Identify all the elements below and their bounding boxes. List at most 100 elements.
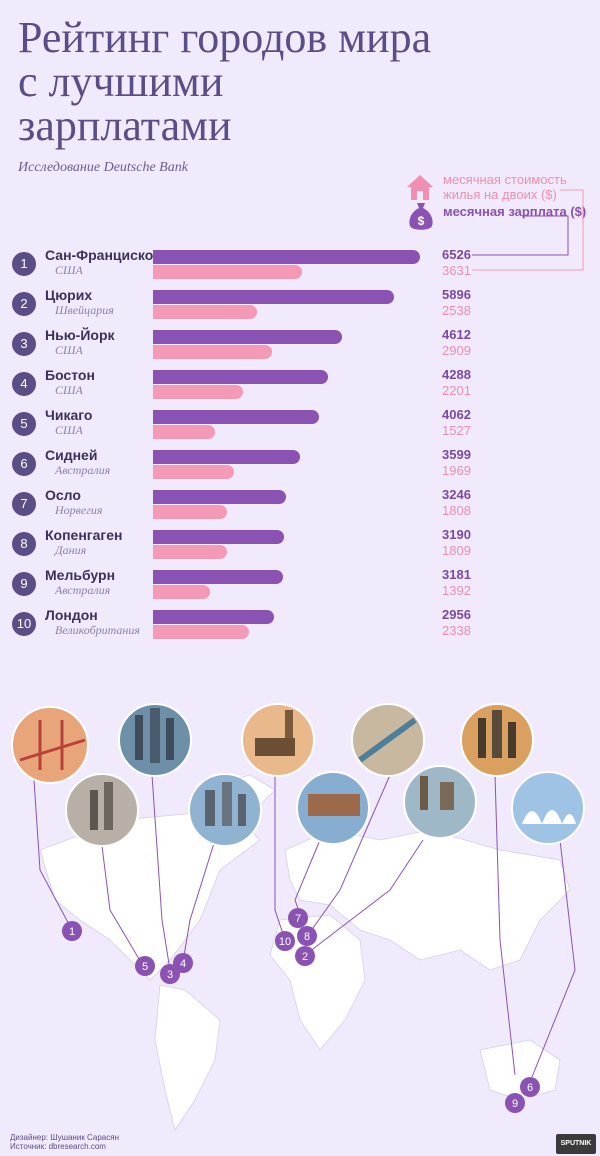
house-icon (407, 175, 433, 200)
salary-bar (153, 410, 319, 424)
rent-value: 3631 (442, 263, 471, 278)
salary-bar (153, 330, 342, 344)
chart-row: 8 Копенгаген Дания 3190 1809 (0, 527, 600, 568)
country-name: США (55, 423, 83, 437)
map-marker-7: 7 (295, 913, 301, 925)
country-name: Дания (55, 543, 87, 557)
svg-text:$: $ (418, 214, 425, 228)
city-name: Мельбурн (45, 567, 116, 583)
rent-bar (153, 625, 249, 639)
salary-value: 5896 (442, 287, 471, 302)
chart-row: 10 Лондон Великобритания 2956 2338 (0, 607, 600, 648)
salary-value: 3599 (442, 447, 471, 462)
rent-value: 2338 (442, 623, 471, 638)
credits-source: Источник: dbresearch.com (10, 1142, 106, 1151)
chart-row: 6 Сидней Австралия 3599 1969 (0, 447, 600, 488)
city-name: Осло (45, 487, 81, 503)
subtitle: Исследование Deutsche Bank (18, 160, 188, 175)
salary-bar (153, 610, 274, 624)
rent-bar (153, 545, 227, 559)
map-marker-4: 4 (180, 958, 186, 970)
rent-value: 1969 (442, 463, 471, 478)
rent-bar (153, 305, 257, 319)
map-marker-5: 5 (142, 961, 148, 973)
chart-row: 7 Осло Норвегия 3246 1808 (0, 487, 600, 528)
country-name: Швейцария (55, 303, 114, 317)
rent-value: 2201 (442, 383, 471, 398)
country-name: Австралия (55, 583, 111, 597)
chart-row: 9 Мельбурн Австралия 3181 1392 (0, 567, 600, 608)
rank-badge: 5 (12, 412, 36, 436)
rent-bar (153, 385, 243, 399)
rank-badge: 10 (12, 612, 36, 636)
rent-bar (153, 505, 227, 519)
city-name: Бостон (45, 367, 95, 383)
credits-designer: Дизайнер: Шушаник Сарасян (10, 1133, 120, 1142)
country-name: США (55, 263, 83, 277)
rent-value: 1809 (442, 543, 471, 558)
rent-bar (153, 345, 272, 359)
rank-badge: 8 (12, 532, 36, 556)
rent-value: 1527 (442, 423, 471, 438)
salary-bar (153, 370, 328, 384)
city-name: Лондон (45, 607, 98, 623)
salary-bar (153, 490, 286, 504)
rank-badge: 3 (12, 332, 36, 356)
salary-value: 4612 (442, 327, 471, 342)
salary-value: 2956 (442, 607, 471, 622)
money-bag-icon: $ (409, 203, 433, 230)
page-title: Рейтинг городов мира с лучшими зарплатам… (18, 13, 432, 150)
rank-badge: 7 (12, 492, 36, 516)
world-map: 1 5 3 4 7 10 8 2 9 6 (11, 703, 585, 1131)
rank-badge: 9 (12, 572, 36, 596)
city-name: Копенгаген (45, 527, 123, 543)
rank-badge: 4 (12, 372, 36, 396)
map-marker-8: 8 (304, 931, 310, 943)
salary-value: 4062 (442, 407, 471, 422)
salary-value: 3246 (442, 487, 471, 502)
city-name: Чикаго (45, 407, 93, 423)
rent-value: 2909 (442, 343, 471, 358)
map-marker-1: 1 (69, 926, 75, 938)
credits: Дизайнер: Шушаник Сарасян Источник: dbre… (10, 1133, 119, 1151)
map-marker-10: 10 (279, 936, 291, 948)
salary-value: 3190 (442, 527, 471, 542)
chart-row: 3 Нью-Йорк США 4612 2909 (0, 327, 600, 368)
salary-bar (153, 250, 420, 264)
rank-badge: 2 (12, 292, 36, 316)
salary-value: 6526 (442, 247, 471, 262)
rent-value: 2538 (442, 303, 471, 318)
salary-bar (153, 450, 300, 464)
sputnik-logo: SPUTNIK (556, 1134, 596, 1154)
rent-bar (153, 425, 215, 439)
country-name: Австралия (55, 463, 111, 477)
map-marker-6: 6 (527, 1082, 533, 1094)
map-marker-3: 3 (167, 969, 173, 981)
city-photos (11, 703, 585, 847)
chart-row: 5 Чикаго США 4062 1527 (0, 407, 600, 448)
country-name: Норвегия (55, 503, 103, 517)
chart-row: 2 Цюрих Швейцария 5896 2538 (0, 287, 600, 328)
city-markers: 1 5 3 4 7 10 8 2 9 6 (62, 908, 540, 1113)
chart-row: 4 Бостон США 4288 2201 (0, 367, 600, 408)
bar-chart: 1 Сан-Франциско США 6526 3631 2 Цюрих Швейцария… (0, 247, 600, 648)
map-marker-9: 9 (512, 1098, 518, 1110)
map-marker-2: 2 (302, 951, 308, 963)
city-name: Цюрих (45, 287, 93, 303)
salary-value: 3181 (442, 567, 471, 582)
rank-badge: 1 (12, 252, 36, 276)
salary-bar (153, 570, 283, 584)
rent-value: 1392 (442, 583, 471, 598)
city-name: Сидней (45, 447, 98, 463)
city-name: Сан-Франциско (45, 247, 154, 263)
country-name: США (55, 343, 83, 357)
rent-bar (153, 265, 302, 279)
chart-row: 1 Сан-Франциско США 6526 3631 (0, 247, 600, 288)
salary-bar (153, 530, 284, 544)
rent-value: 1808 (442, 503, 471, 518)
rank-badge: 6 (12, 452, 36, 476)
salary-value: 4288 (442, 367, 471, 382)
city-name: Нью-Йорк (45, 327, 115, 343)
rent-bar (153, 465, 234, 479)
leader-lines (33, 774, 576, 1078)
